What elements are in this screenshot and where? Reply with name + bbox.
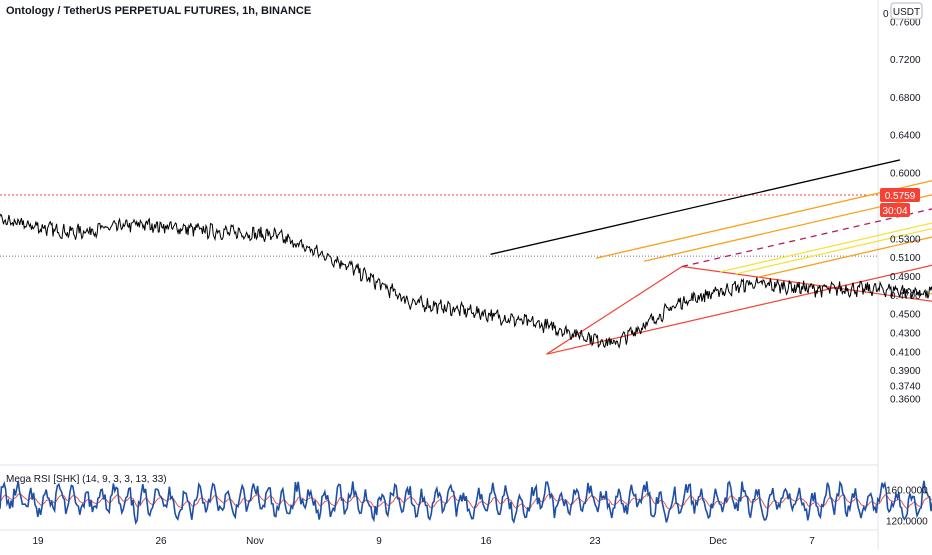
price-tick-label-10: 0.4500 bbox=[890, 310, 921, 321]
time-tick-label-5: 23 bbox=[589, 536, 601, 547]
price-tick-label-2: 0.6800 bbox=[890, 93, 921, 104]
time-tick-label-6: Dec bbox=[709, 536, 727, 547]
price-tick-label-15: 0.3600 bbox=[890, 395, 921, 406]
price-tick-label-12: 0.4100 bbox=[890, 347, 921, 358]
price-tick-label-14: 0.3740 bbox=[890, 381, 921, 392]
time-tick-label-4: 16 bbox=[480, 536, 492, 547]
current-price-text: 0.5759 bbox=[885, 191, 916, 202]
price-tick-label-13: 0.3900 bbox=[890, 366, 921, 377]
time-tick-label-3: 9 bbox=[376, 536, 382, 547]
chart-title: Ontology / TetherUS PERPETUAL FUTURES, 1… bbox=[6, 5, 311, 17]
price-tick-label-7: 0.5100 bbox=[890, 253, 921, 264]
time-tick-label-0: 19 bbox=[32, 536, 44, 547]
price-tick-label-4: 0.6000 bbox=[890, 168, 921, 179]
time-tick-label-1: 26 bbox=[155, 536, 167, 547]
indicator-title: Mega RSI [SHK] (14, 9, 3, 3, 13, 33) bbox=[6, 474, 167, 485]
price-tick-label-3: 0.6400 bbox=[890, 131, 921, 142]
price-tick-label-8: 0.4900 bbox=[890, 272, 921, 283]
countdown-text: 30:04 bbox=[882, 206, 907, 217]
time-tick-label-7: 7 bbox=[809, 536, 815, 547]
currency-button-label: USDT bbox=[893, 7, 920, 18]
price-tick-label-9: 0.4700 bbox=[890, 291, 921, 302]
price-tick-label-6: 0.5300 bbox=[890, 234, 921, 245]
price-tick-label-1: 0.7200 bbox=[890, 55, 921, 66]
time-tick-label-2: Nov bbox=[246, 536, 264, 547]
indicator-tick-label-0: 160.0000 bbox=[886, 485, 928, 496]
price-tick-label-11: 0.4300 bbox=[890, 329, 921, 340]
indicator-tick-label-1: 120.0000 bbox=[886, 516, 928, 527]
top-price-partial: 0 bbox=[883, 9, 889, 20]
